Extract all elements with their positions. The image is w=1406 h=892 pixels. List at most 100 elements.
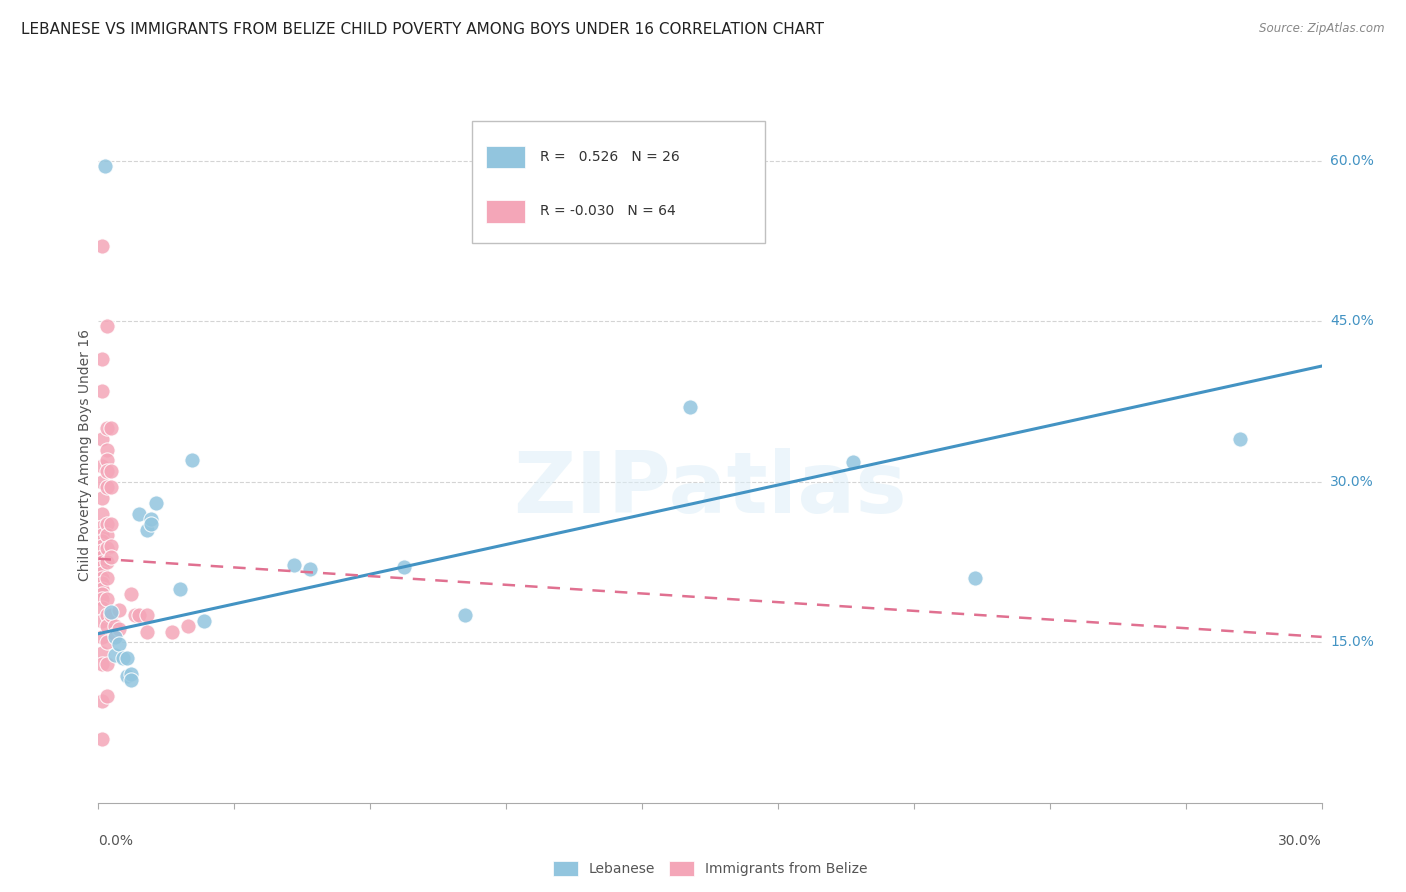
Point bbox=[96, 592, 118, 607]
Text: 60.0%: 60.0% bbox=[1330, 153, 1374, 168]
Point bbox=[96, 442, 118, 457]
Point bbox=[91, 582, 114, 596]
Point bbox=[160, 624, 183, 639]
Text: 30.0%: 30.0% bbox=[1278, 834, 1322, 848]
Point bbox=[91, 576, 114, 591]
Point bbox=[93, 159, 115, 173]
Point bbox=[91, 592, 114, 607]
Point bbox=[104, 626, 127, 640]
Point bbox=[128, 608, 150, 623]
Point bbox=[96, 555, 118, 569]
Point bbox=[91, 539, 114, 553]
Point bbox=[100, 605, 122, 619]
Point bbox=[104, 630, 127, 644]
Point bbox=[454, 608, 477, 623]
Point bbox=[96, 528, 118, 542]
Point bbox=[91, 528, 114, 542]
FancyBboxPatch shape bbox=[486, 201, 526, 222]
Point bbox=[96, 541, 118, 555]
Point bbox=[96, 608, 118, 623]
Point bbox=[120, 673, 142, 687]
Point bbox=[91, 533, 114, 548]
Point bbox=[100, 539, 122, 553]
Point bbox=[96, 619, 118, 633]
FancyBboxPatch shape bbox=[471, 121, 765, 243]
Point bbox=[141, 517, 163, 532]
Point bbox=[1229, 432, 1251, 446]
Text: 15.0%: 15.0% bbox=[1330, 635, 1374, 649]
Point bbox=[108, 623, 131, 637]
Point bbox=[115, 651, 138, 665]
Point bbox=[91, 560, 114, 574]
Point bbox=[181, 453, 204, 467]
Text: 45.0%: 45.0% bbox=[1330, 314, 1374, 328]
Point bbox=[392, 560, 416, 574]
Point bbox=[91, 587, 114, 601]
Text: Source: ZipAtlas.com: Source: ZipAtlas.com bbox=[1260, 22, 1385, 36]
Point bbox=[120, 587, 142, 601]
Point bbox=[96, 689, 118, 703]
Point bbox=[91, 555, 114, 569]
Point bbox=[96, 480, 118, 494]
Point bbox=[96, 635, 118, 649]
Point bbox=[96, 571, 118, 585]
FancyBboxPatch shape bbox=[486, 146, 526, 169]
Point bbox=[96, 319, 118, 334]
Point bbox=[100, 549, 122, 564]
Point bbox=[91, 519, 114, 533]
Point bbox=[96, 464, 118, 478]
Text: ZIPatlas: ZIPatlas bbox=[513, 448, 907, 532]
Point bbox=[136, 624, 159, 639]
Legend: Lebanese, Immigrants from Belize: Lebanese, Immigrants from Belize bbox=[553, 861, 868, 876]
Point bbox=[91, 657, 114, 671]
Point bbox=[965, 571, 987, 585]
Point bbox=[91, 731, 114, 746]
Point bbox=[124, 608, 146, 623]
Point bbox=[91, 507, 114, 521]
Point bbox=[100, 608, 122, 623]
Text: 0.0%: 0.0% bbox=[98, 834, 134, 848]
Point bbox=[91, 544, 114, 558]
Point bbox=[299, 562, 322, 576]
Point bbox=[111, 651, 134, 665]
Y-axis label: Child Poverty Among Boys Under 16: Child Poverty Among Boys Under 16 bbox=[79, 329, 93, 581]
Point bbox=[841, 455, 863, 469]
Point bbox=[91, 491, 114, 505]
Point bbox=[91, 571, 114, 585]
Text: R =   0.526   N = 26: R = 0.526 N = 26 bbox=[540, 150, 679, 164]
Point bbox=[91, 475, 114, 489]
Point bbox=[91, 694, 114, 708]
Point bbox=[136, 523, 159, 537]
Point bbox=[193, 614, 215, 628]
Point bbox=[100, 480, 122, 494]
Point bbox=[91, 351, 114, 366]
Point bbox=[91, 549, 114, 564]
Point bbox=[108, 603, 131, 617]
Point bbox=[104, 619, 127, 633]
Text: R = -0.030   N = 64: R = -0.030 N = 64 bbox=[540, 204, 676, 219]
Point bbox=[115, 669, 138, 683]
Point bbox=[96, 421, 118, 435]
Point bbox=[91, 458, 114, 473]
Point bbox=[104, 648, 127, 662]
Point bbox=[96, 517, 118, 532]
Point bbox=[141, 512, 163, 526]
Point bbox=[91, 239, 114, 253]
Point bbox=[136, 608, 159, 623]
Point bbox=[169, 582, 191, 596]
Point bbox=[91, 614, 114, 628]
Point bbox=[91, 566, 114, 580]
Point bbox=[108, 637, 131, 651]
Point bbox=[91, 384, 114, 398]
Point bbox=[100, 464, 122, 478]
Point bbox=[91, 646, 114, 660]
Point bbox=[100, 517, 122, 532]
Point bbox=[283, 558, 305, 573]
Point bbox=[96, 453, 118, 467]
Text: LEBANESE VS IMMIGRANTS FROM BELIZE CHILD POVERTY AMONG BOYS UNDER 16 CORRELATION: LEBANESE VS IMMIGRANTS FROM BELIZE CHILD… bbox=[21, 22, 824, 37]
Point bbox=[128, 507, 150, 521]
Point bbox=[96, 657, 118, 671]
Point bbox=[177, 619, 200, 633]
Point bbox=[91, 601, 114, 615]
Point bbox=[679, 400, 702, 414]
